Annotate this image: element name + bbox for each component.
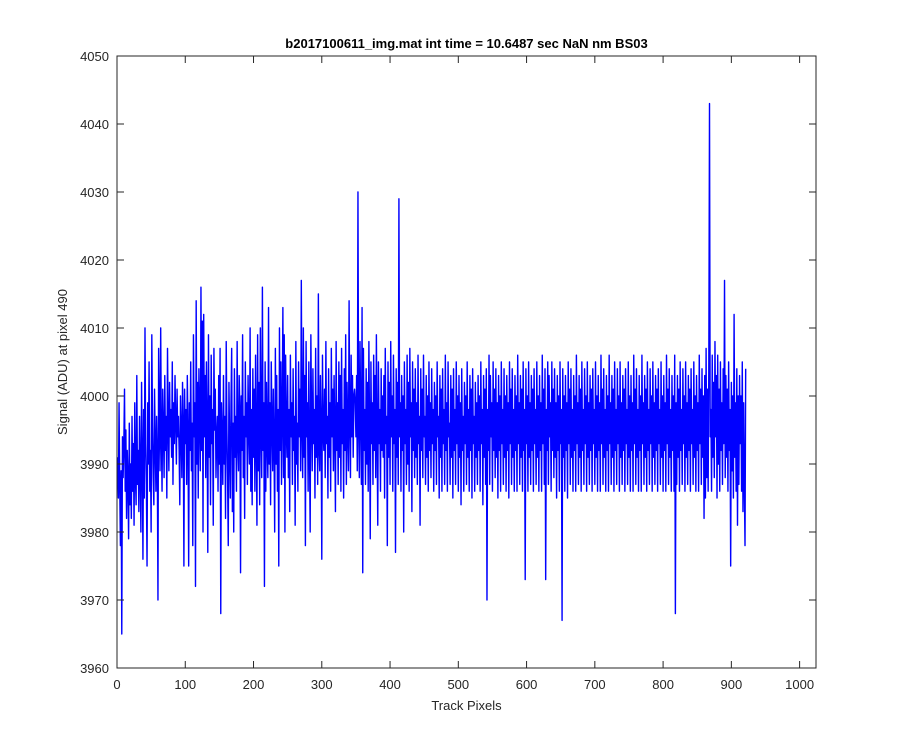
chart-title: b2017100611_img.mat int time = 10.6487 s…: [285, 36, 647, 51]
x-tick-label: 600: [516, 677, 538, 692]
x-tick-label: 200: [243, 677, 265, 692]
y-tick-label: 4050: [80, 49, 109, 64]
x-tick-label: 800: [652, 677, 674, 692]
y-tick-label: 3980: [80, 525, 109, 540]
x-tick-label: 500: [447, 677, 469, 692]
x-tick-label: 900: [721, 677, 743, 692]
y-tick-label: 3990: [80, 457, 109, 472]
y-tick-label: 4040: [80, 117, 109, 132]
y-tick-label: 3970: [80, 593, 109, 608]
axis-layer: 0 100 200 300 400 500 600 700 800 900 1000 3960 3970…: [80, 49, 816, 692]
y-tick-label: 4020: [80, 253, 109, 268]
data-layer: [116, 102, 747, 635]
y-tick-label: 4000: [80, 389, 109, 404]
x-axis-label: Track Pixels: [431, 698, 502, 713]
x-tick-label: 700: [584, 677, 606, 692]
y-tick-label: 4030: [80, 185, 109, 200]
x-tick-label: 300: [311, 677, 333, 692]
x-tick-label: 1000: [785, 677, 814, 692]
series-line: [116, 102, 747, 635]
x-tick-label: 0: [113, 677, 120, 692]
y-tick-label: 4010: [80, 321, 109, 336]
y-tick-label: 3960: [80, 661, 109, 676]
x-tick-label: 100: [174, 677, 196, 692]
plot-box: [116, 55, 817, 669]
x-tick-label: 400: [379, 677, 401, 692]
y-axis-label: Signal (ADU) at pixel 490: [55, 289, 70, 435]
